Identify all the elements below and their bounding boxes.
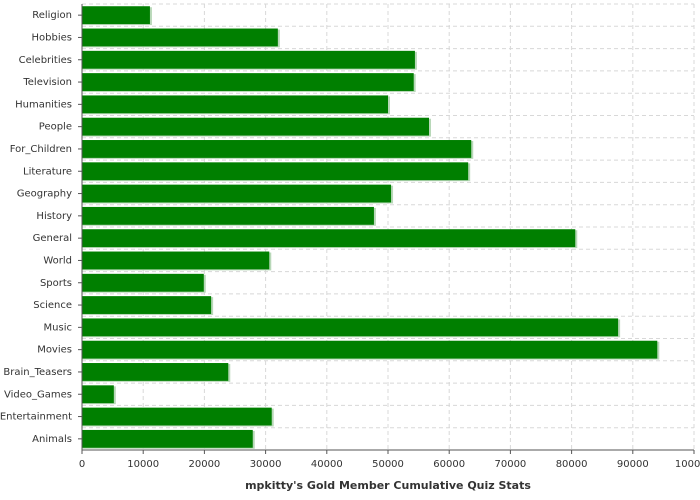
bar [82, 229, 576, 248]
x-tick-label: 10000 [127, 459, 159, 470]
y-tick-label: Entertainment [0, 412, 72, 423]
x-tick-label: 70000 [494, 459, 526, 470]
bar [82, 162, 469, 181]
bar [82, 429, 253, 448]
bar [82, 73, 414, 91]
x-tick-label: 20000 [188, 459, 220, 470]
bar [82, 296, 212, 314]
y-tick-label: Video_Games [4, 389, 72, 400]
y-tick-label: Celebrities [19, 55, 72, 66]
bar [82, 184, 392, 203]
bar [82, 363, 229, 381]
bar [82, 318, 619, 337]
x-tick-label: 50000 [372, 459, 404, 470]
bar [82, 117, 430, 136]
y-tick-label: Television [22, 77, 72, 88]
x-axis-title: mpkitty's Gold Member Cumulative Quiz St… [245, 479, 531, 492]
bar [82, 251, 270, 270]
x-tick-label: 0 [79, 459, 85, 470]
bar [82, 206, 374, 225]
bar [82, 6, 150, 25]
y-tick-label: Hobbies [32, 32, 72, 43]
bar [82, 95, 388, 114]
bar [82, 407, 272, 426]
bar [82, 340, 658, 359]
bar [82, 273, 204, 292]
bar [82, 385, 114, 404]
x-tick-label: 40000 [311, 459, 343, 470]
bar [82, 140, 472, 158]
y-tick-label: General [33, 233, 72, 244]
bar [82, 50, 415, 69]
y-tick-label: Science [33, 300, 72, 311]
x-tick-label: 30000 [250, 459, 282, 470]
y-tick-label: History [36, 211, 72, 222]
y-tick-label: Religion [32, 10, 72, 21]
x-tick-label: 100000 [675, 459, 700, 470]
x-tick-label: 80000 [556, 459, 588, 470]
x-tick-label: 60000 [433, 459, 465, 470]
x-tick-label: 90000 [617, 459, 649, 470]
y-tick-label: Movies [37, 345, 72, 356]
y-tick-label: Literature [23, 166, 72, 177]
y-tick-label: Sports [40, 278, 72, 289]
y-tick-label: World [43, 255, 72, 266]
y-tick-label: Animals [32, 434, 72, 445]
bar [82, 28, 278, 47]
y-tick-label: Brain_Teasers [3, 367, 72, 378]
y-tick-label: Music [44, 322, 72, 333]
y-tick-label: For_Children [10, 144, 72, 155]
y-tick-label: Humanities [15, 99, 72, 110]
y-tick-label: Geography [17, 189, 72, 200]
y-tick-label: People [39, 122, 72, 133]
